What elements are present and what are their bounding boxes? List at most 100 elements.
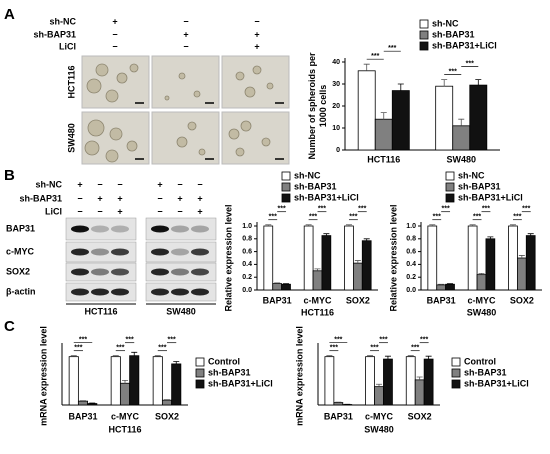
error-bar <box>326 355 333 357</box>
bar <box>263 225 274 291</box>
error-bar <box>274 282 281 284</box>
blot-strip <box>145 241 217 263</box>
error-bar <box>475 79 482 86</box>
micrograph <box>151 55 220 109</box>
x-tick-label: SOX2 <box>408 411 432 421</box>
error-bar <box>305 224 312 226</box>
spheroid <box>244 86 256 98</box>
condition-sign: + <box>254 29 259 39</box>
bar <box>110 356 121 406</box>
y-tick-label: 0.6 <box>406 248 416 255</box>
significance-label: *** <box>433 214 441 221</box>
x-tick-label: BAP31 <box>263 295 292 305</box>
error-bar <box>397 83 404 91</box>
significance-label: *** <box>513 214 521 221</box>
blot-band <box>191 225 209 233</box>
x-tick-label: BAP31 <box>68 411 97 421</box>
error-bar <box>527 233 534 236</box>
bar <box>357 70 376 151</box>
bar <box>281 283 291 291</box>
x-tick-label: c-MYC <box>111 411 140 421</box>
condition-sign: + <box>197 193 202 203</box>
condition-sign: − <box>97 206 102 216</box>
spheroid <box>252 65 262 75</box>
blot-band <box>111 248 129 256</box>
bar <box>324 356 335 406</box>
condition-label: sh-NC <box>50 16 77 26</box>
cell-line-label: HCT116 <box>84 306 117 316</box>
bar <box>405 356 416 406</box>
condition-sign: − <box>157 206 162 216</box>
legend-swatch <box>451 379 461 389</box>
legend-swatch <box>445 182 455 192</box>
condition-sign: + <box>117 193 122 203</box>
bar <box>476 274 487 291</box>
bar <box>68 356 79 406</box>
error-bar <box>354 260 361 264</box>
x-tick-label: BAP31 <box>324 411 353 421</box>
legend-label: sh-BAP31+LiCl <box>294 192 359 202</box>
blot-band <box>91 288 109 296</box>
blot-band <box>91 225 109 233</box>
legend-swatch <box>445 171 455 181</box>
legend-swatch <box>419 30 429 40</box>
condition-sign: − <box>254 16 259 26</box>
condition-sign: + <box>197 206 202 216</box>
error-bar <box>509 224 516 226</box>
bar <box>435 85 454 151</box>
bar <box>303 225 314 291</box>
bar <box>312 270 323 291</box>
spheroid <box>266 82 274 90</box>
spheroid <box>228 128 240 140</box>
bar <box>333 402 344 406</box>
error-bar <box>447 283 454 285</box>
blot-band <box>91 268 109 276</box>
protein-label: SOX2 <box>6 266 30 276</box>
error-bar <box>469 224 476 226</box>
blot-band <box>191 288 209 296</box>
blot-band <box>191 248 209 256</box>
error-bar <box>438 283 445 285</box>
error-bar <box>154 355 161 357</box>
significance-label: *** <box>330 345 338 352</box>
blot-band <box>71 225 89 233</box>
x-tick-label: SW480 <box>446 154 476 164</box>
bar <box>119 382 131 406</box>
legend-swatch <box>281 182 291 192</box>
error-bar <box>384 355 391 360</box>
condition-sign: + <box>157 179 162 189</box>
bar <box>344 225 354 291</box>
blot-band <box>91 248 109 256</box>
significance-label: *** <box>318 206 326 213</box>
error-bar <box>407 355 414 357</box>
legend-label: sh-BAP31 <box>208 367 251 377</box>
x-axis-label: SW480 <box>467 307 497 317</box>
significance-label: *** <box>449 68 457 75</box>
bar <box>129 355 140 406</box>
x-tick-label: SOX2 <box>155 411 179 421</box>
blot-band <box>191 268 209 276</box>
y-tick-label: 0.0 <box>242 287 252 294</box>
legend-label: sh-NC <box>458 170 485 180</box>
bar <box>87 403 98 406</box>
spheroid <box>87 119 105 137</box>
significance-label: *** <box>388 45 396 52</box>
x-tick-label: SOX2 <box>346 295 370 305</box>
error-bar <box>112 355 119 357</box>
x-tick-label: SOX2 <box>510 295 534 305</box>
error-bar <box>265 224 272 226</box>
bar <box>516 257 527 291</box>
spheroid <box>198 148 206 156</box>
blot-band <box>171 268 189 276</box>
significance-label: *** <box>309 214 317 221</box>
spheroid <box>235 71 245 81</box>
y-tick-label: 30 <box>332 81 340 88</box>
legend-label: sh-BAP31 <box>432 29 475 39</box>
error-bar <box>70 355 77 357</box>
y-tick-label: 1.0 <box>406 223 416 230</box>
x-tick-label: c-MYC <box>467 295 496 305</box>
condition-sign: + <box>97 193 102 203</box>
spheroid <box>105 149 119 163</box>
significance-label: *** <box>74 345 82 352</box>
spheroid <box>129 63 139 73</box>
